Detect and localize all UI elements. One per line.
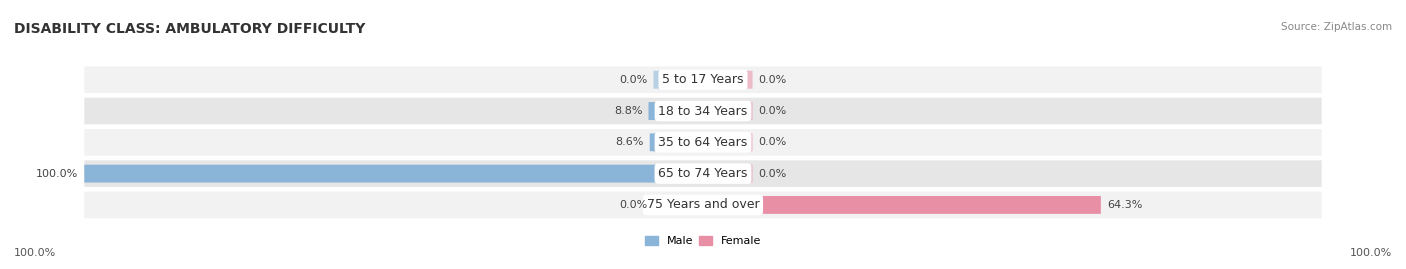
Text: 0.0%: 0.0%: [759, 106, 787, 116]
Text: 8.6%: 8.6%: [616, 137, 644, 147]
FancyBboxPatch shape: [650, 133, 703, 151]
Text: 18 to 34 Years: 18 to 34 Years: [658, 105, 748, 118]
FancyBboxPatch shape: [84, 192, 1322, 218]
FancyBboxPatch shape: [84, 160, 1322, 187]
FancyBboxPatch shape: [703, 133, 752, 151]
FancyBboxPatch shape: [84, 165, 703, 183]
Text: 100.0%: 100.0%: [1350, 248, 1392, 258]
Text: 65 to 74 Years: 65 to 74 Years: [658, 167, 748, 180]
FancyBboxPatch shape: [84, 98, 1322, 124]
FancyBboxPatch shape: [84, 129, 1322, 156]
FancyBboxPatch shape: [703, 165, 752, 183]
FancyBboxPatch shape: [654, 196, 703, 214]
FancyBboxPatch shape: [703, 102, 752, 120]
FancyBboxPatch shape: [648, 102, 703, 120]
Text: 0.0%: 0.0%: [759, 75, 787, 85]
FancyBboxPatch shape: [84, 66, 1322, 93]
Text: 0.0%: 0.0%: [619, 200, 647, 210]
Text: 0.0%: 0.0%: [759, 137, 787, 147]
FancyBboxPatch shape: [654, 71, 703, 89]
Text: Source: ZipAtlas.com: Source: ZipAtlas.com: [1281, 22, 1392, 31]
FancyBboxPatch shape: [703, 196, 1101, 214]
Text: 0.0%: 0.0%: [619, 75, 647, 85]
Text: 8.8%: 8.8%: [614, 106, 643, 116]
Text: 5 to 17 Years: 5 to 17 Years: [662, 73, 744, 86]
FancyBboxPatch shape: [703, 71, 752, 89]
Text: 100.0%: 100.0%: [14, 248, 56, 258]
Text: 75 Years and over: 75 Years and over: [647, 199, 759, 211]
Text: 64.3%: 64.3%: [1107, 200, 1142, 210]
Text: DISABILITY CLASS: AMBULATORY DIFFICULTY: DISABILITY CLASS: AMBULATORY DIFFICULTY: [14, 22, 366, 36]
Text: 35 to 64 Years: 35 to 64 Years: [658, 136, 748, 149]
Legend: Male, Female: Male, Female: [644, 236, 762, 246]
Text: 100.0%: 100.0%: [37, 169, 79, 179]
Text: 0.0%: 0.0%: [759, 169, 787, 179]
